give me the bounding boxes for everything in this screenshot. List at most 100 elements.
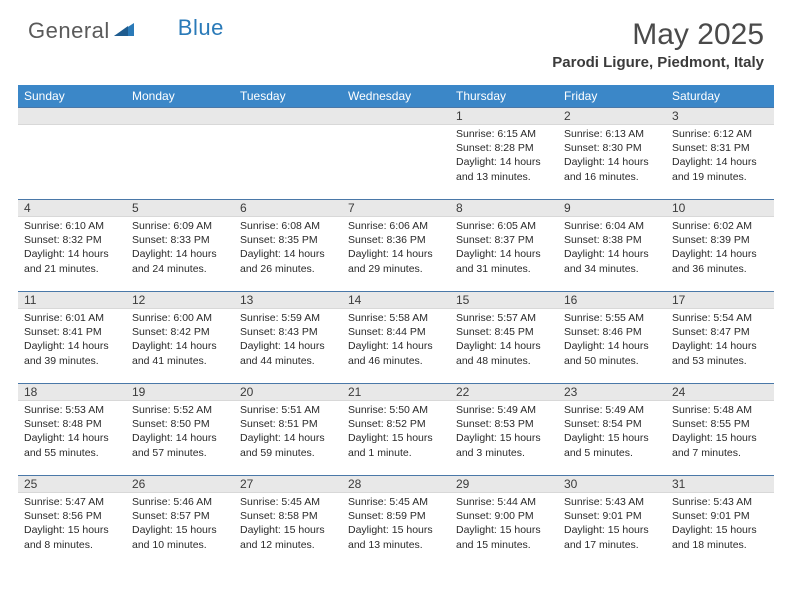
day-detail: Sunrise: 5:53 AMSunset: 8:48 PMDaylight:…	[18, 401, 126, 464]
day-cell: 21Sunrise: 5:50 AMSunset: 8:52 PMDayligh…	[342, 384, 450, 476]
day-detail: Sunrise: 6:09 AMSunset: 8:33 PMDaylight:…	[126, 217, 234, 280]
day-cell: 31Sunrise: 5:43 AMSunset: 9:01 PMDayligh…	[666, 476, 774, 568]
day-cell: 1Sunrise: 6:15 AMSunset: 8:28 PMDaylight…	[450, 108, 558, 200]
day-cell: 13Sunrise: 5:59 AMSunset: 8:43 PMDayligh…	[234, 292, 342, 384]
day-number: 14	[342, 292, 450, 309]
day-cell: 17Sunrise: 5:54 AMSunset: 8:47 PMDayligh…	[666, 292, 774, 384]
calendar-body: 1Sunrise: 6:15 AMSunset: 8:28 PMDaylight…	[18, 108, 774, 568]
day-number: 9	[558, 200, 666, 217]
day-cell: 11Sunrise: 6:01 AMSunset: 8:41 PMDayligh…	[18, 292, 126, 384]
day-number: 7	[342, 200, 450, 217]
day-detail: Sunrise: 6:13 AMSunset: 8:30 PMDaylight:…	[558, 125, 666, 188]
day-detail: Sunrise: 5:45 AMSunset: 8:58 PMDaylight:…	[234, 493, 342, 556]
day-cell: 28Sunrise: 5:45 AMSunset: 8:59 PMDayligh…	[342, 476, 450, 568]
day-header-thursday: Thursday	[450, 85, 558, 108]
location: Parodi Ligure, Piedmont, Italy	[552, 54, 764, 71]
day-number: 31	[666, 476, 774, 493]
day-detail: Sunrise: 5:48 AMSunset: 8:55 PMDaylight:…	[666, 401, 774, 464]
day-detail: Sunrise: 5:49 AMSunset: 8:54 PMDaylight:…	[558, 401, 666, 464]
day-header-sunday: Sunday	[18, 85, 126, 108]
day-header-monday: Monday	[126, 85, 234, 108]
logo-triangle-icon	[114, 21, 136, 42]
day-cell	[234, 108, 342, 200]
day-number: 11	[18, 292, 126, 309]
day-cell: 24Sunrise: 5:48 AMSunset: 8:55 PMDayligh…	[666, 384, 774, 476]
day-number: 25	[18, 476, 126, 493]
day-detail: Sunrise: 5:46 AMSunset: 8:57 PMDaylight:…	[126, 493, 234, 556]
day-cell	[18, 108, 126, 200]
day-number: 22	[450, 384, 558, 401]
day-detail: Sunrise: 5:55 AMSunset: 8:46 PMDaylight:…	[558, 309, 666, 372]
empty-day-bar	[342, 108, 450, 125]
day-cell: 30Sunrise: 5:43 AMSunset: 9:01 PMDayligh…	[558, 476, 666, 568]
empty-day-bar	[234, 108, 342, 125]
day-cell: 18Sunrise: 5:53 AMSunset: 8:48 PMDayligh…	[18, 384, 126, 476]
day-cell: 16Sunrise: 5:55 AMSunset: 8:46 PMDayligh…	[558, 292, 666, 384]
day-detail: Sunrise: 5:43 AMSunset: 9:01 PMDaylight:…	[666, 493, 774, 556]
title-block: May 2025 Parodi Ligure, Piedmont, Italy	[552, 18, 764, 71]
day-detail: Sunrise: 5:57 AMSunset: 8:45 PMDaylight:…	[450, 309, 558, 372]
day-cell: 15Sunrise: 5:57 AMSunset: 8:45 PMDayligh…	[450, 292, 558, 384]
day-cell: 25Sunrise: 5:47 AMSunset: 8:56 PMDayligh…	[18, 476, 126, 568]
day-cell: 10Sunrise: 6:02 AMSunset: 8:39 PMDayligh…	[666, 200, 774, 292]
day-detail: Sunrise: 6:15 AMSunset: 8:28 PMDaylight:…	[450, 125, 558, 188]
day-detail: Sunrise: 5:49 AMSunset: 8:53 PMDaylight:…	[450, 401, 558, 464]
day-cell: 3Sunrise: 6:12 AMSunset: 8:31 PMDaylight…	[666, 108, 774, 200]
day-cell: 29Sunrise: 5:44 AMSunset: 9:00 PMDayligh…	[450, 476, 558, 568]
day-number: 30	[558, 476, 666, 493]
day-number: 21	[342, 384, 450, 401]
day-number: 1	[450, 108, 558, 125]
week-row: 25Sunrise: 5:47 AMSunset: 8:56 PMDayligh…	[18, 476, 774, 568]
day-detail: Sunrise: 5:44 AMSunset: 9:00 PMDaylight:…	[450, 493, 558, 556]
day-detail: Sunrise: 6:02 AMSunset: 8:39 PMDaylight:…	[666, 217, 774, 280]
day-header-wednesday: Wednesday	[342, 85, 450, 108]
day-number: 12	[126, 292, 234, 309]
day-cell: 2Sunrise: 6:13 AMSunset: 8:30 PMDaylight…	[558, 108, 666, 200]
logo: General Blue	[28, 18, 224, 44]
day-cell: 20Sunrise: 5:51 AMSunset: 8:51 PMDayligh…	[234, 384, 342, 476]
day-detail: Sunrise: 6:00 AMSunset: 8:42 PMDaylight:…	[126, 309, 234, 372]
day-cell: 5Sunrise: 6:09 AMSunset: 8:33 PMDaylight…	[126, 200, 234, 292]
day-detail: Sunrise: 5:50 AMSunset: 8:52 PMDaylight:…	[342, 401, 450, 464]
day-detail: Sunrise: 5:47 AMSunset: 8:56 PMDaylight:…	[18, 493, 126, 556]
header: General Blue May 2025 Parodi Ligure, Pie…	[0, 0, 792, 77]
day-header-tuesday: Tuesday	[234, 85, 342, 108]
day-number: 19	[126, 384, 234, 401]
day-cell: 23Sunrise: 5:49 AMSunset: 8:54 PMDayligh…	[558, 384, 666, 476]
day-detail: Sunrise: 5:51 AMSunset: 8:51 PMDaylight:…	[234, 401, 342, 464]
logo-text-blue: Blue	[178, 15, 224, 41]
day-number: 5	[126, 200, 234, 217]
day-cell: 26Sunrise: 5:46 AMSunset: 8:57 PMDayligh…	[126, 476, 234, 568]
day-number: 15	[450, 292, 558, 309]
day-detail: Sunrise: 5:54 AMSunset: 8:47 PMDaylight:…	[666, 309, 774, 372]
empty-day-bar	[18, 108, 126, 125]
day-header-friday: Friday	[558, 85, 666, 108]
day-detail: Sunrise: 5:59 AMSunset: 8:43 PMDaylight:…	[234, 309, 342, 372]
day-number: 6	[234, 200, 342, 217]
month-title: May 2025	[552, 18, 764, 52]
day-detail: Sunrise: 6:05 AMSunset: 8:37 PMDaylight:…	[450, 217, 558, 280]
day-detail: Sunrise: 5:43 AMSunset: 9:01 PMDaylight:…	[558, 493, 666, 556]
day-cell: 14Sunrise: 5:58 AMSunset: 8:44 PMDayligh…	[342, 292, 450, 384]
day-number: 17	[666, 292, 774, 309]
day-cell: 8Sunrise: 6:05 AMSunset: 8:37 PMDaylight…	[450, 200, 558, 292]
day-number: 16	[558, 292, 666, 309]
empty-day-bar	[126, 108, 234, 125]
day-detail: Sunrise: 6:06 AMSunset: 8:36 PMDaylight:…	[342, 217, 450, 280]
day-detail: Sunrise: 6:04 AMSunset: 8:38 PMDaylight:…	[558, 217, 666, 280]
day-detail: Sunrise: 5:52 AMSunset: 8:50 PMDaylight:…	[126, 401, 234, 464]
day-number: 20	[234, 384, 342, 401]
day-number: 23	[558, 384, 666, 401]
day-cell: 4Sunrise: 6:10 AMSunset: 8:32 PMDaylight…	[18, 200, 126, 292]
day-detail: Sunrise: 6:12 AMSunset: 8:31 PMDaylight:…	[666, 125, 774, 188]
day-number: 18	[18, 384, 126, 401]
day-number: 24	[666, 384, 774, 401]
week-row: 18Sunrise: 5:53 AMSunset: 8:48 PMDayligh…	[18, 384, 774, 476]
day-number: 4	[18, 200, 126, 217]
day-cell	[342, 108, 450, 200]
day-detail: Sunrise: 6:08 AMSunset: 8:35 PMDaylight:…	[234, 217, 342, 280]
day-number: 27	[234, 476, 342, 493]
day-detail: Sunrise: 6:01 AMSunset: 8:41 PMDaylight:…	[18, 309, 126, 372]
day-detail: Sunrise: 6:10 AMSunset: 8:32 PMDaylight:…	[18, 217, 126, 280]
day-cell	[126, 108, 234, 200]
